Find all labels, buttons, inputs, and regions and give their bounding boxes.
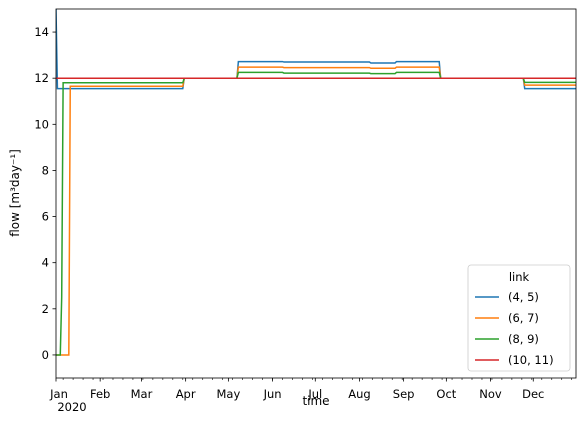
y-tick-label: 10 <box>34 117 49 131</box>
y-tick-label: 2 <box>42 302 49 316</box>
legend-title: link <box>509 270 530 284</box>
legend-label-0: (4, 5) <box>508 290 539 304</box>
legend-label-1: (6, 7) <box>508 311 539 325</box>
y-tick-label: 6 <box>42 210 49 224</box>
y-tick-label: 14 <box>34 25 49 39</box>
y-tick-label: 4 <box>42 256 49 270</box>
x-axis-label: time <box>302 394 329 408</box>
x-tick-label: Mar <box>131 387 153 401</box>
plot-frame <box>55 8 577 379</box>
x-tick-label: Aug <box>348 387 370 401</box>
legend-label-3: (10, 11) <box>508 353 554 367</box>
x-tick-label: May <box>216 387 240 401</box>
x-tick-label: Jul <box>307 387 322 401</box>
x-tick-label: Feb <box>90 387 110 401</box>
x-tick-label: Dec <box>522 387 544 401</box>
legend: link (4, 5) (6, 7) (8, 9) (10, 11) <box>467 264 571 372</box>
x-tick-label: Sep <box>393 387 415 401</box>
x-tick-sublabel: 2020 <box>57 400 86 414</box>
x-tick-label: Jun <box>263 387 282 401</box>
legend-box <box>467 264 571 372</box>
y-tick-label: 0 <box>42 348 49 362</box>
series-layer <box>56 9 576 356</box>
y-tick-label: 12 <box>34 71 49 85</box>
legend-label-2: (8, 9) <box>508 332 539 346</box>
x-tick-label: Oct <box>436 387 456 401</box>
x-tick-label: Nov <box>479 387 502 401</box>
y-axis-label: flow [m³day⁻¹] <box>8 149 22 237</box>
series-line-0 <box>56 9 576 90</box>
x-tick-label: Apr <box>176 387 196 401</box>
y-tick-label: 8 <box>42 163 49 177</box>
x-tick-label: Jan <box>49 387 68 401</box>
